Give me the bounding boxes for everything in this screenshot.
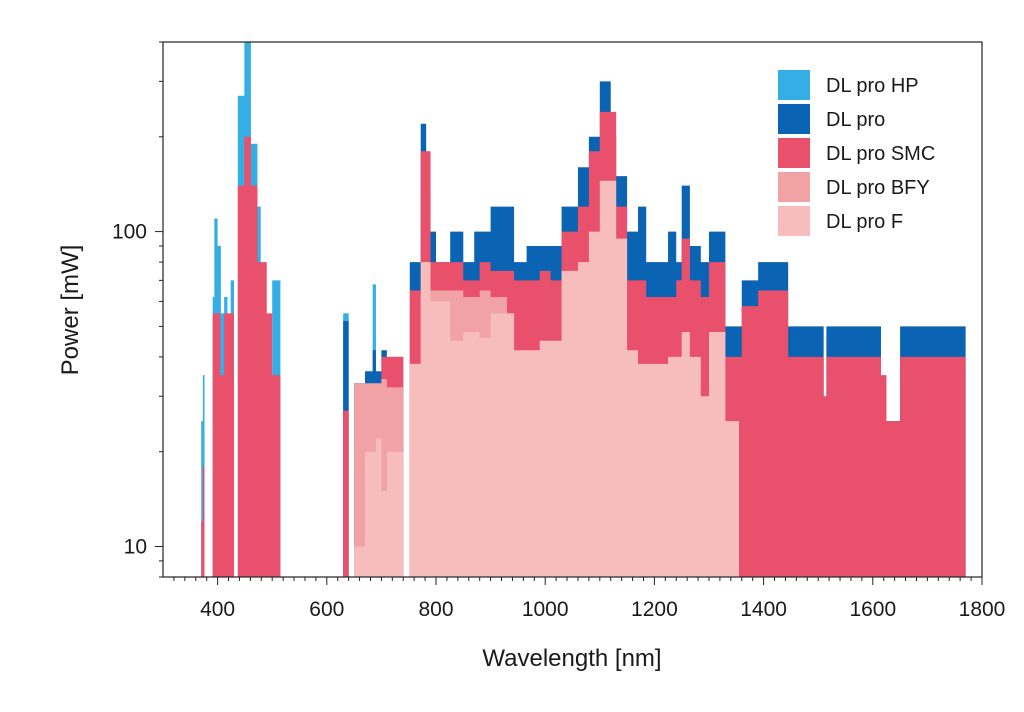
x-tick-label: 800 <box>418 598 453 621</box>
plot-area <box>201 42 966 578</box>
x-tick-label: 400 <box>200 598 235 621</box>
x-tick-label: 600 <box>309 598 344 621</box>
x-axis-title: Wavelength [nm] <box>482 645 661 672</box>
y-tick-label: 10 <box>124 535 147 558</box>
legend-swatch <box>778 104 810 134</box>
x-tick-label: 1000 <box>522 598 569 621</box>
legend: DL pro HP DL pro DL pro SMC DL pro BFY DL pr… <box>778 70 935 236</box>
legend-label: DL pro BFY <box>826 177 930 199</box>
y-axis: 10 100 <box>112 41 163 578</box>
y-tick-label: 100 <box>112 221 147 244</box>
x-tick-label: 1400 <box>740 598 787 621</box>
legend-swatch <box>778 172 810 202</box>
x-axis: 400 600 800 1000 1200 1400 1600 1800 <box>173 577 1006 621</box>
legend-label: DL pro <box>826 109 885 131</box>
legend-label: DL pro HP <box>826 75 919 97</box>
y-axis-title: Power [mW] <box>57 245 84 376</box>
x-tick-label: 1200 <box>631 598 678 621</box>
x-tick-label: 1600 <box>849 598 896 621</box>
legend-swatch <box>778 206 810 236</box>
legend-label: DL pro F <box>826 211 903 233</box>
legend-swatch <box>778 138 810 168</box>
plot-frame <box>162 41 983 578</box>
series-area-dl-pro-f <box>354 180 740 577</box>
x-tick-label: 1800 <box>959 598 1006 621</box>
legend-label: DL pro SMC <box>826 143 935 165</box>
legend-swatch <box>778 70 810 100</box>
